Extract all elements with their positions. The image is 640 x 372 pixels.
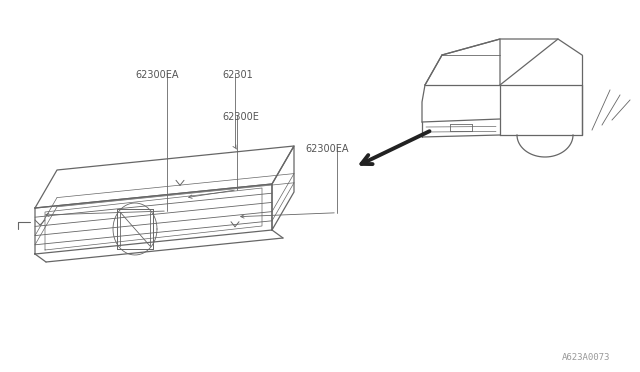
Text: 62300EA: 62300EA <box>305 144 349 154</box>
Text: 62300EA: 62300EA <box>135 70 179 80</box>
Text: 62300E: 62300E <box>222 112 259 122</box>
Text: A623A0073: A623A0073 <box>562 353 610 362</box>
Text: 62301: 62301 <box>222 70 253 80</box>
